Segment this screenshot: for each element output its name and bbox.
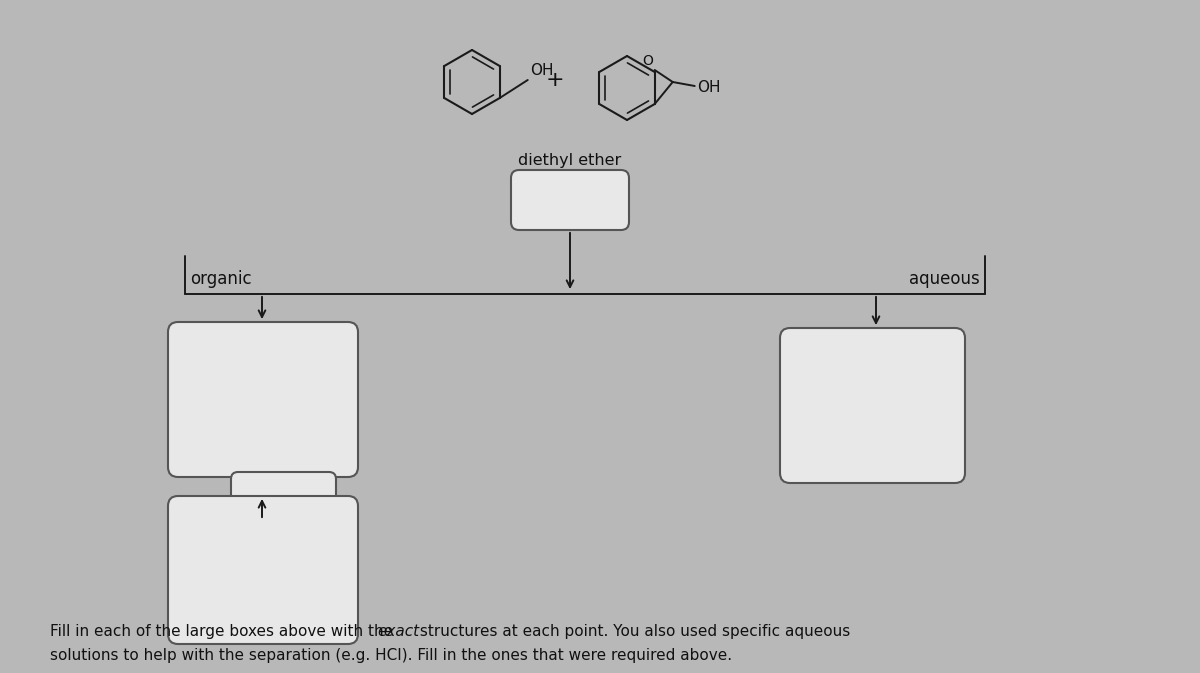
Text: exact: exact bbox=[377, 624, 419, 639]
Text: Fill in each of the large boxes above with the: Fill in each of the large boxes above wi… bbox=[50, 624, 398, 639]
FancyBboxPatch shape bbox=[780, 328, 965, 483]
FancyBboxPatch shape bbox=[168, 322, 358, 477]
Text: structures at each point. You also used specific aqueous: structures at each point. You also used … bbox=[415, 624, 851, 639]
Text: solutions to help with the separation (e.g. HCI). Fill in the ones that were req: solutions to help with the separation (e… bbox=[50, 648, 732, 663]
Text: diethyl ether: diethyl ether bbox=[518, 153, 622, 168]
FancyBboxPatch shape bbox=[511, 170, 629, 230]
FancyBboxPatch shape bbox=[230, 472, 336, 520]
Text: OH: OH bbox=[697, 79, 720, 94]
Text: aqueous: aqueous bbox=[910, 270, 980, 288]
Text: +: + bbox=[546, 70, 564, 90]
Text: O: O bbox=[642, 54, 653, 68]
Text: organic: organic bbox=[190, 270, 252, 288]
Text: OH: OH bbox=[529, 63, 553, 78]
FancyBboxPatch shape bbox=[168, 496, 358, 644]
